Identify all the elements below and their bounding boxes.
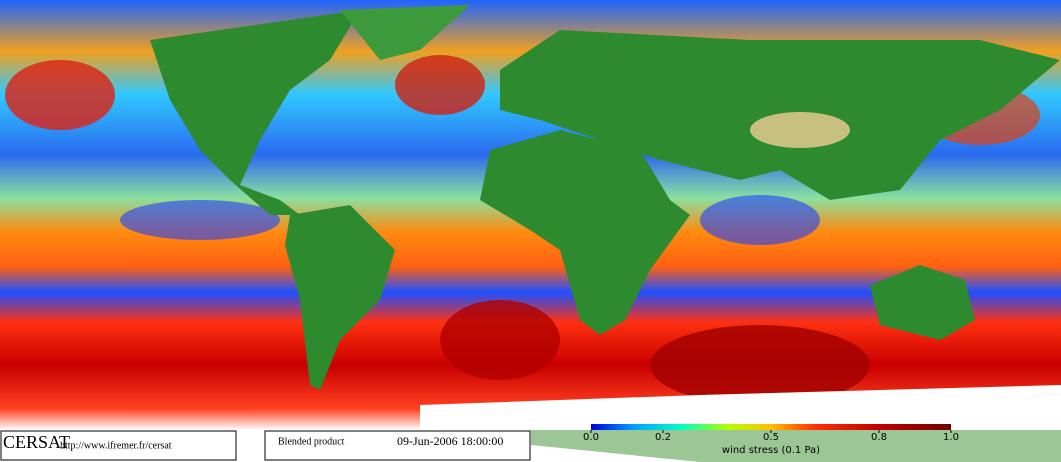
url: http://www.ifremer.fr/cersat bbox=[60, 440, 172, 451]
colorbar-label: wind stress (0.1 Pa) bbox=[722, 445, 820, 456]
colorbar-tick-label: 1.0 bbox=[943, 432, 959, 443]
colorbar-tick-label: 0.8 bbox=[871, 432, 887, 443]
logo-box bbox=[0, 430, 237, 461]
colorbar bbox=[591, 424, 951, 430]
logo: CERSAT bbox=[3, 432, 70, 452]
colorbar-tick-label: 0.0 bbox=[583, 432, 599, 443]
colorbar-tick-label: 0.2 bbox=[655, 432, 671, 443]
colorbar-tick-label: 0.5 bbox=[763, 432, 779, 443]
map-image bbox=[0, 0, 1061, 430]
product: Blended product bbox=[278, 436, 345, 447]
product-box bbox=[264, 430, 531, 461]
date: 09-Jun-2006 18:00:00 bbox=[397, 434, 503, 448]
